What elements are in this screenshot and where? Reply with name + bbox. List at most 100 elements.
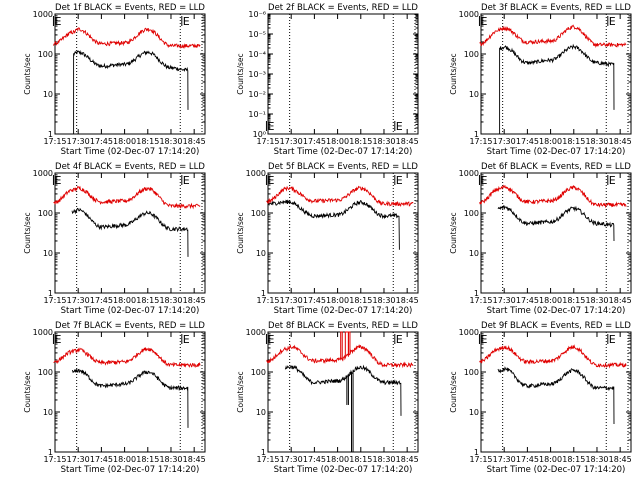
x-tick-label: 18:30	[585, 137, 608, 146]
panel-title: Det 9f BLACK = Events, RED = LLD	[481, 321, 631, 331]
x-tick-label: 18:45	[609, 296, 632, 305]
y-tick-label: 100	[464, 209, 479, 218]
x-tick-label: 18:15	[136, 296, 159, 305]
y-tick-label: 10	[469, 408, 479, 417]
x-tick-label: 18:15	[136, 137, 159, 146]
y-tick-label: 10	[43, 408, 53, 417]
x-tick-label: 18:45	[183, 455, 206, 464]
x-tick-label: 17:30	[67, 455, 90, 464]
events-series-line	[497, 366, 615, 425]
lld-spike	[347, 331, 351, 355]
panel-6: Det 6f BLACK = Events, RED = LLD 1 10 100 10…	[449, 162, 632, 316]
x-axis-label: Start Time (02-Dec-07 17:14:20)	[487, 147, 626, 157]
panel-7: Det 7f BLACK = Events, RED = LLD 1 10 100 10…	[23, 321, 206, 475]
y-tick-label: 100	[38, 209, 53, 218]
y-tick-label: 1	[474, 130, 479, 139]
marker-e: E	[396, 174, 403, 187]
marker-e: E	[609, 333, 616, 346]
y-axis-label: Counts/sec	[236, 53, 245, 94]
panel-1: Det 1f BLACK = Events, RED = LLD 1 10 100 10…	[23, 3, 206, 157]
x-tick-label: 18:15	[349, 455, 372, 464]
marker-e: E	[267, 333, 274, 346]
y-tick-label: 1000	[459, 169, 479, 178]
marker-e: E	[396, 333, 403, 346]
events-series-line	[71, 207, 189, 257]
plot-frame	[267, 13, 419, 135]
x-tick-label: 17:45	[303, 296, 326, 305]
x-tick-label: 17:30	[493, 455, 516, 464]
panel-title: Det 5f BLACK = Events, RED = LLD	[268, 162, 418, 172]
y-tick-label: 1	[48, 130, 53, 139]
x-tick-label: 17:30	[67, 296, 90, 305]
events-series-line	[497, 205, 615, 242]
x-axis-label: Start Time (02-Dec-07 17:14:20)	[61, 465, 200, 475]
y-tick-label: 1	[261, 289, 266, 298]
x-tick-label: 18:00	[113, 137, 136, 146]
panel-title: Det 4f BLACK = Events, RED = LLD	[55, 162, 205, 172]
events-series-line	[499, 43, 615, 134]
x-tick-label: 18:15	[562, 455, 585, 464]
panel-5: Det 5f BLACK = Events, RED = LLD 1 10 100 10…	[236, 162, 419, 316]
x-tick-label: 17:45	[516, 455, 539, 464]
marker-e: E	[396, 120, 403, 133]
y-tick-label: 10⁰	[253, 130, 266, 139]
y-tick-label: 10⁻²	[248, 90, 266, 99]
x-tick-label: 18:15	[349, 137, 372, 146]
plot-frame	[480, 172, 632, 294]
x-tick-label: 18:00	[326, 296, 349, 305]
lld-series-line	[266, 185, 414, 207]
x-tick-label: 18:45	[609, 137, 632, 146]
marker-e: E	[609, 15, 616, 28]
panel-9: Det 9f BLACK = Events, RED = LLD 1 10 100 10…	[449, 321, 632, 475]
y-tick-label: 100	[464, 368, 479, 377]
x-tick-label: 17:15	[256, 296, 279, 305]
x-tick-label: 17:15	[43, 455, 66, 464]
x-tick-label: 18:30	[372, 455, 395, 464]
lld-series-line	[266, 343, 414, 369]
y-tick-label: 10⁻³	[248, 70, 266, 79]
y-tick-label: 100	[38, 368, 53, 377]
x-tick-label: 18:00	[539, 455, 562, 464]
x-tick-label: 18:30	[159, 455, 182, 464]
x-tick-label: 17:45	[90, 455, 113, 464]
x-tick-label: 18:30	[159, 137, 182, 146]
y-tick-label: 10	[256, 408, 266, 417]
x-axis-label: Start Time (02-Dec-07 17:14:20)	[61, 306, 200, 316]
x-tick-label: 18:00	[326, 455, 349, 464]
y-tick-label: 100	[251, 209, 266, 218]
lld-series-line	[479, 184, 627, 209]
x-tick-label: 18:45	[609, 455, 632, 464]
x-tick-label: 17:45	[90, 296, 113, 305]
y-tick-label: 10⁻¹	[248, 110, 266, 119]
x-tick-label: 17:30	[280, 137, 303, 146]
x-tick-label: 18:30	[372, 137, 395, 146]
marker-e: E	[183, 15, 190, 28]
x-tick-label: 18:00	[113, 455, 136, 464]
plot-frame	[267, 331, 419, 453]
x-axis-label: Start Time (02-Dec-07 17:14:20)	[487, 465, 626, 475]
x-axis-label: Start Time (02-Dec-07 17:14:20)	[274, 306, 413, 316]
x-tick-label: 17:30	[67, 137, 90, 146]
x-tick-label: 17:30	[493, 137, 516, 146]
y-axis-label: Counts/sec	[23, 212, 32, 253]
x-tick-label: 17:45	[516, 137, 539, 146]
y-tick-label: 100	[464, 50, 479, 59]
lld-series-line	[53, 185, 201, 210]
panel-3: Det 3f BLACK = Events, RED = LLD 1 10 100 10…	[449, 3, 632, 157]
lld-series-line	[479, 344, 627, 369]
x-tick-label: 18:30	[585, 296, 608, 305]
plot-frame	[480, 13, 632, 135]
x-axis-label: Start Time (02-Dec-07 17:14:20)	[61, 147, 200, 157]
y-tick-label: 1000	[33, 328, 53, 337]
y-tick-label: 1	[48, 289, 53, 298]
y-tick-label: 1000	[33, 10, 53, 19]
x-tick-label: 18:30	[372, 296, 395, 305]
lld-series-line	[53, 347, 201, 368]
x-tick-label: 17:30	[493, 296, 516, 305]
x-axis-label: Start Time (02-Dec-07 17:14:20)	[274, 465, 413, 475]
x-tick-label: 17:45	[303, 455, 326, 464]
x-tick-label: 18:00	[539, 296, 562, 305]
panel-8: Det 8f BLACK = Events, RED = LLD 1 10 100 10…	[236, 321, 419, 475]
y-tick-label: 1000	[246, 328, 266, 337]
x-tick-label: 18:00	[539, 137, 562, 146]
